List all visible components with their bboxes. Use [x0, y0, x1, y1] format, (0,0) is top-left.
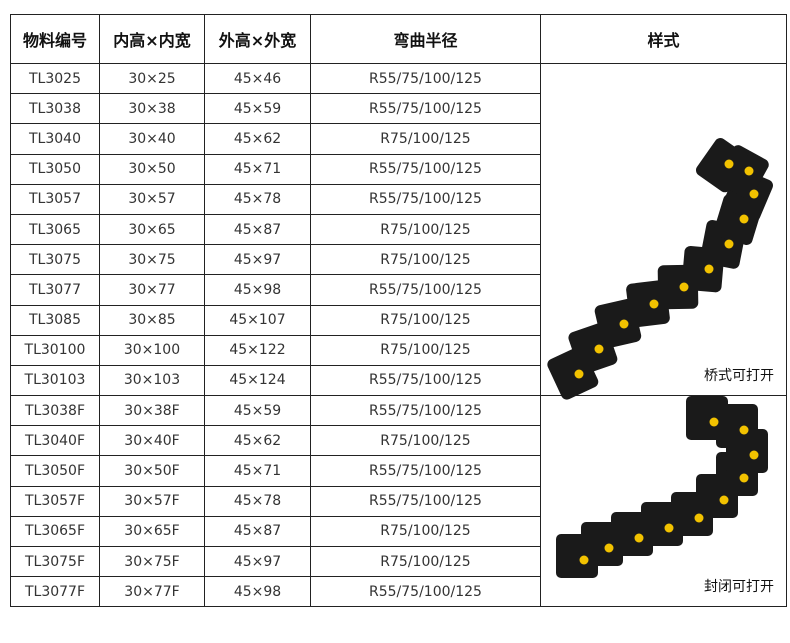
cell-part-number: TL3057 — [10, 183, 100, 215]
table-row: TL3038 30×38 45×59 R55/75/100/125 — [10, 93, 787, 125]
header-row: 物料编号 内高×内宽 外高×外宽 弯曲半径 样式 — [10, 14, 787, 64]
header-bend-radius: 弯曲半径 — [310, 14, 541, 64]
table-row: TL3040F 30×40F 45×62 R75/100/125 — [10, 425, 787, 457]
cell-part-number: TL3040F — [10, 425, 100, 457]
cell-inner-size: 30×38F — [99, 395, 205, 427]
table-row: TL3025 30×25 45×46 R55/75/100/125 桥式可打开 — [10, 62, 787, 400]
cell-inner-size: 30×50 — [99, 153, 205, 185]
cell-part-number: TL3075F — [10, 545, 100, 578]
cell-inner-size: 30×77 — [99, 274, 205, 306]
cell-bend-radius: R55/75/100/125 — [310, 576, 541, 608]
style-cell-enclosed-openable: 封闭可打开 — [540, 395, 787, 608]
cell-outer-size: 45×59 — [204, 93, 311, 125]
cell-inner-size: 30×57 — [99, 183, 205, 215]
header-inner-size: 内高×内宽 — [99, 14, 205, 64]
cell-part-number: TL30100 — [10, 334, 100, 366]
cell-part-number: TL3040 — [10, 123, 100, 155]
cell-bend-radius: R55/75/100/125 — [310, 455, 541, 487]
cell-outer-size: 45×78 — [204, 183, 311, 215]
cell-outer-size: 45×59 — [204, 395, 311, 427]
cell-inner-size: 30×77F — [99, 576, 205, 608]
cell-bend-radius: R75/100/125 — [310, 425, 541, 457]
cell-part-number: TL3075 — [10, 244, 100, 276]
cell-bend-radius: R75/100/125 — [310, 304, 541, 336]
cell-inner-size: 30×100 — [99, 334, 205, 366]
cell-outer-size: 45×97 — [204, 545, 311, 578]
cell-part-number: TL3025 — [10, 62, 100, 95]
style-caption: 桥式可打开 — [704, 368, 774, 385]
cell-part-number: TL3038 — [10, 93, 100, 125]
cell-outer-size: 45×78 — [204, 485, 311, 517]
cell-part-number: TL3057F — [10, 485, 100, 517]
cell-outer-size: 45×122 — [204, 334, 311, 366]
cell-inner-size: 30×50F — [99, 455, 205, 487]
cell-outer-size: 45×98 — [204, 576, 311, 608]
table-row: TL3077 30×77 45×98 R55/75/100/125 — [10, 274, 787, 306]
cell-outer-size: 45×62 — [204, 123, 311, 155]
cell-outer-size: 45×87 — [204, 213, 311, 246]
cell-bend-radius: R75/100/125 — [310, 515, 541, 548]
cell-bend-radius: R75/100/125 — [310, 334, 541, 366]
cell-inner-size: 30×38 — [99, 93, 205, 125]
cell-outer-size: 45×98 — [204, 274, 311, 306]
cell-outer-size: 45×62 — [204, 425, 311, 457]
cell-outer-size: 45×107 — [204, 304, 311, 336]
table-row: TL3050 30×50 45×71 R55/75/100/125 — [10, 153, 787, 185]
header-style: 样式 — [540, 14, 787, 64]
cell-outer-size: 45×71 — [204, 455, 311, 487]
table-row: TL3065F 30×65F 45×87 R75/100/125 — [10, 515, 787, 548]
cell-part-number: TL3077F — [10, 576, 100, 608]
cell-inner-size: 30×103 — [99, 364, 205, 397]
cell-bend-radius: R75/100/125 — [310, 213, 541, 246]
drag-chain-image — [556, 396, 768, 579]
cell-part-number: TL3065 — [10, 213, 100, 246]
cell-bend-radius: R55/75/100/125 — [310, 364, 541, 397]
table-row: TL3050F 30×50F 45×71 R55/75/100/125 — [10, 455, 787, 487]
cell-part-number: TL30103 — [10, 364, 100, 397]
cell-part-number: TL3038F — [10, 395, 100, 427]
cell-inner-size: 30×57F — [99, 485, 205, 517]
cell-inner-size: 30×25 — [99, 62, 205, 95]
style-caption: 封闭可打开 — [704, 579, 774, 596]
cell-part-number: TL3065F — [10, 515, 100, 548]
cell-inner-size: 30×75 — [99, 244, 205, 276]
cell-bend-radius: R55/75/100/125 — [310, 153, 541, 185]
cell-inner-size: 30×85 — [99, 304, 205, 336]
table-row: TL30100 30×100 45×122 R75/100/125 — [10, 334, 787, 366]
header-outer-size: 外高×外宽 — [204, 14, 311, 64]
cell-part-number: TL3085 — [10, 304, 100, 336]
cell-bend-radius: R75/100/125 — [310, 545, 541, 578]
cell-outer-size: 45×97 — [204, 244, 311, 276]
cell-part-number: TL3050 — [10, 153, 100, 185]
style-cell-bridge-openable: 桥式可打开 — [540, 62, 787, 400]
cell-part-number: TL3077 — [10, 274, 100, 306]
cell-bend-radius: R55/75/100/125 — [310, 485, 541, 517]
cell-inner-size: 30×40 — [99, 123, 205, 155]
table-row: TL3075F 30×75F 45×97 R75/100/125 — [10, 545, 787, 578]
cell-bend-radius: R75/100/125 — [310, 123, 541, 155]
cell-part-number: TL3050F — [10, 455, 100, 487]
table-row: TL3075 30×75 45×97 R75/100/125 — [10, 244, 787, 276]
cell-inner-size: 30×65 — [99, 213, 205, 246]
cell-outer-size: 45×71 — [204, 153, 311, 185]
cell-inner-size: 30×65F — [99, 515, 205, 548]
drag-chain-image — [547, 138, 773, 400]
cell-inner-size: 30×40F — [99, 425, 205, 457]
cell-bend-radius: R55/75/100/125 — [310, 62, 541, 95]
table-row: TL3077F 30×77F 45×98 R55/75/100/125 — [10, 576, 787, 608]
cell-bend-radius: R75/100/125 — [310, 244, 541, 276]
cell-bend-radius: R55/75/100/125 — [310, 274, 541, 306]
table-row: TL3040 30×40 45×62 R75/100/125 — [10, 123, 787, 155]
cell-bend-radius: R55/75/100/125 — [310, 395, 541, 427]
table-row: TL3038F 30×38F 45×59 R55/75/100/125 封闭可打开 — [10, 395, 787, 608]
cell-outer-size: 45×46 — [204, 62, 311, 95]
drag-chain-spec-table: 物料编号 内高×内宽 外高×外宽 弯曲半径 样式 TL3025 30×25 45×4… — [10, 14, 787, 608]
cell-inner-size: 30×75F — [99, 545, 205, 578]
cell-outer-size: 45×87 — [204, 515, 311, 548]
header-part-number: 物料编号 — [10, 14, 100, 64]
cell-outer-size: 45×124 — [204, 364, 311, 397]
table-row: TL3065 30×65 45×87 R75/100/125 — [10, 213, 787, 246]
cell-bend-radius: R55/75/100/125 — [310, 183, 541, 215]
cell-bend-radius: R55/75/100/125 — [310, 93, 541, 125]
